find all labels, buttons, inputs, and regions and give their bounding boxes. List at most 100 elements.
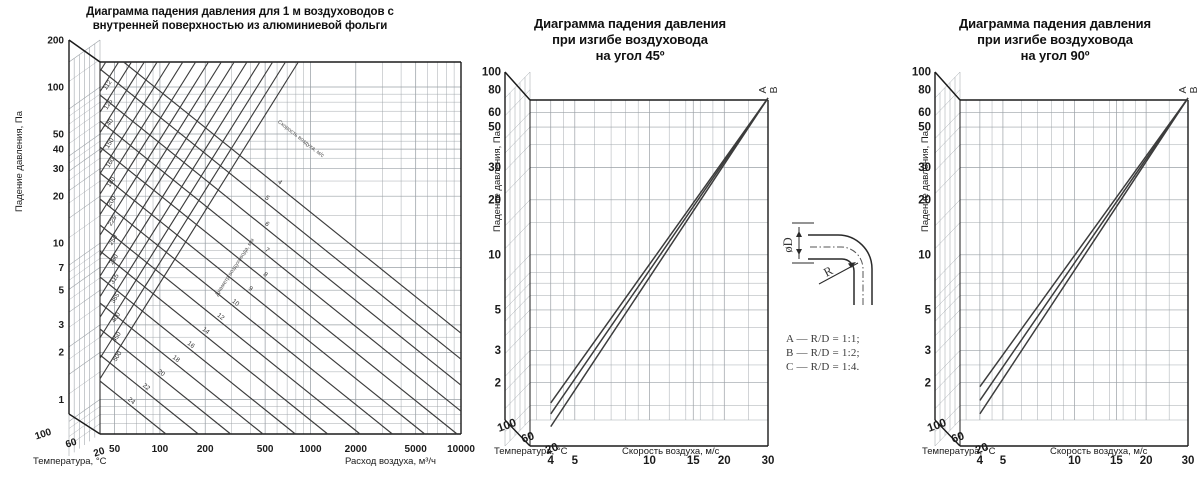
temperature-grid-line [934, 112, 961, 139]
duct-diameter-label: 200 [106, 195, 118, 208]
main-y-tick-label: 40 [53, 145, 65, 156]
air-velocity-label: 5 [263, 194, 270, 202]
air-velocity-line [99, 198, 393, 435]
air-velocity-label: 12 [216, 312, 226, 322]
temperature-grid-line [504, 167, 531, 194]
bend90-chart-plot: ABC23510203050608010045101520301006020 [912, 67, 1200, 467]
air-velocity-label: 22 [141, 382, 151, 392]
bend-y-tick-label: 10 [488, 249, 501, 261]
temperature-grid-line [504, 144, 531, 171]
bend90-chart-title: Диаграмма падения давления при изгибе во… [910, 16, 1200, 64]
air-velocity-line [99, 120, 462, 412]
bend-curve-label-a: A [1177, 86, 1189, 93]
duct-diameter-line [99, 61, 132, 113]
major-grid [100, 62, 462, 434]
bend-y-tick-label: 50 [918, 122, 931, 134]
temperature-grid-line [68, 250, 101, 273]
temperature-grid-line [68, 371, 101, 395]
temperature-grid-line [68, 324, 101, 348]
main-y-tick-label: 100 [47, 82, 64, 93]
main-y-tick-label: 10 [53, 239, 65, 250]
temperature-grid-line [68, 121, 101, 144]
duct-diameter-label: 250 [108, 234, 120, 247]
duct-diameter-label: 315 [109, 272, 121, 285]
duct-diameter-label: 125 [103, 98, 115, 111]
duct-diameter-line [99, 61, 158, 154]
air-velocity-line [99, 302, 264, 435]
main-chart-plot: 1121251401501601802002252502803153554004… [34, 35, 476, 459]
bend-curve-label-c: C [779, 86, 780, 94]
air-velocity-label: 9 [247, 285, 254, 293]
bend-x-tick-label: 4 [977, 455, 984, 467]
duct-diameter-line [99, 61, 197, 216]
bend90-temperature-axis-label: Температура, °C [922, 446, 996, 457]
bend-temperature-tick-label: 100 [926, 417, 948, 435]
bend-curve-c [550, 97, 769, 428]
bend45-temperature-axis-label: Температура, °C [494, 446, 568, 457]
temperature-grid-line [934, 295, 961, 322]
bend-x-tick-label: 15 [1110, 455, 1123, 467]
bend-y-tick-label: 60 [488, 107, 501, 119]
air-velocity-label: 16 [186, 340, 196, 350]
bend-x-tick-label: 15 [687, 455, 700, 467]
frame-wedge-bottom [504, 419, 531, 447]
legend-line-b: B — R/D = 1:2; [786, 347, 860, 359]
temperature-grid-line [68, 101, 101, 125]
temperature-grid-line [68, 337, 101, 360]
elbow-inner-wall [808, 258, 855, 305]
bend-y-tick-label: 2 [925, 377, 931, 389]
bend-y-tick-label: 10 [918, 249, 931, 261]
duct-diameter-line [99, 61, 235, 277]
temperature-grid-line [68, 352, 101, 375]
bend-y-tick-label: 30 [488, 162, 501, 174]
temperature-grid-line [504, 126, 531, 154]
minor-grid [934, 71, 1189, 447]
main-x-tick-label: 500 [257, 444, 274, 455]
bend-temperature-tick-label: 20 [544, 441, 560, 457]
temperature-grid-line [504, 382, 531, 409]
temperature-grid-line [68, 242, 101, 266]
bend45-title-line1: Диаграмма падения давления [533, 16, 727, 31]
main-chart-title-line1: Диаграмма падения давления для 1 м возду… [86, 6, 394, 18]
duct-diameter-label: 225 [107, 214, 119, 227]
duct-diameter-line [99, 61, 274, 339]
bend-x-tick-label: 30 [762, 455, 775, 467]
duct-diameter-label: 150 [104, 137, 116, 150]
main-y-tick-label: 3 [58, 320, 64, 331]
temperature-grid-line [504, 309, 531, 337]
bend-y-tick-label: 50 [488, 122, 501, 134]
air-velocity-line [99, 380, 167, 435]
bend90-x-axis-label: Скорость воздуха, м/с [1050, 446, 1148, 457]
temperature-grid-line [68, 289, 101, 313]
bend-curves: ABC [979, 86, 1200, 415]
temperature-grid-line [68, 93, 101, 117]
bend-temperature-tick-label: 60 [520, 430, 536, 446]
bend-x-tick-label: 20 [718, 455, 731, 467]
bend90-title-line3: на угол 90º [1020, 47, 1090, 63]
temperature-grid-line [68, 168, 101, 191]
temperature-grid-line [68, 180, 101, 204]
diameter-extension-lines [792, 222, 814, 264]
bend-curve-c [979, 97, 1189, 415]
main-temperature-tick-label: 60 [64, 437, 78, 451]
air-velocity-label: 6 [263, 220, 270, 228]
temperature-grid-line [934, 327, 961, 354]
air-velocity-line [99, 276, 296, 435]
bend-legend-panel: øD R A — R/D = 1:1; B — R/D = 1:2; C — R/… [770, 0, 920, 479]
main-y-tick-label: 20 [53, 192, 65, 203]
plot-frame [68, 39, 462, 435]
duct-diameter-label: 355 [110, 292, 122, 305]
temperature-grid-line [504, 254, 531, 282]
main-y-tick-label: 50 [53, 129, 65, 140]
temperature-grid-line [934, 283, 961, 310]
duct-diameter-lines: 1121251401501601802002252502803153554004… [99, 61, 299, 380]
air-velocity-line [99, 224, 361, 435]
air-velocity-line [99, 250, 329, 435]
temperature-grid-line [68, 258, 101, 281]
main-y-tick-label: 1 [58, 395, 64, 406]
air-velocity-line [99, 354, 199, 435]
main-y-tick-label: 30 [53, 164, 65, 175]
